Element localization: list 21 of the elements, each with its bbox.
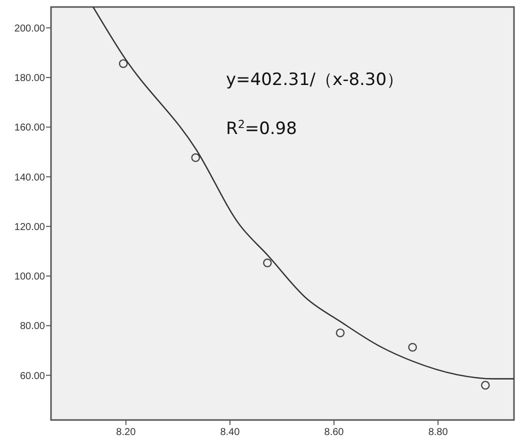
y-tick-label: 60.00 — [20, 370, 46, 382]
point — [118, 59, 128, 68]
y-tick-label: 140.00 — [14, 172, 46, 184]
y-tick-label: 160.00 — [14, 122, 46, 134]
x-tick-label: 8.20 — [116, 427, 136, 438]
annotation: R$^{2}$=0.98 — [226, 118, 297, 139]
point — [263, 258, 272, 268]
x-tick-label: 8.40 — [220, 427, 240, 438]
y-tick-label: 100.00 — [14, 272, 46, 283]
point — [191, 153, 200, 162]
line-series — [92, 7, 514, 380]
y-tick-label: 80.00 — [20, 321, 46, 332]
x-tick-label: 8.80 — [428, 427, 448, 438]
y-tick-label: 120.00 — [14, 222, 46, 233]
point — [408, 342, 417, 352]
point — [480, 380, 490, 390]
y-tick-label: 200.00 — [14, 23, 46, 34]
annotation: y=402.31/（x-8.30） — [226, 70, 404, 90]
y-tick-label: 180.00 — [14, 72, 46, 84]
point — [336, 328, 345, 338]
x-tick-label: 8.60 — [324, 427, 344, 438]
